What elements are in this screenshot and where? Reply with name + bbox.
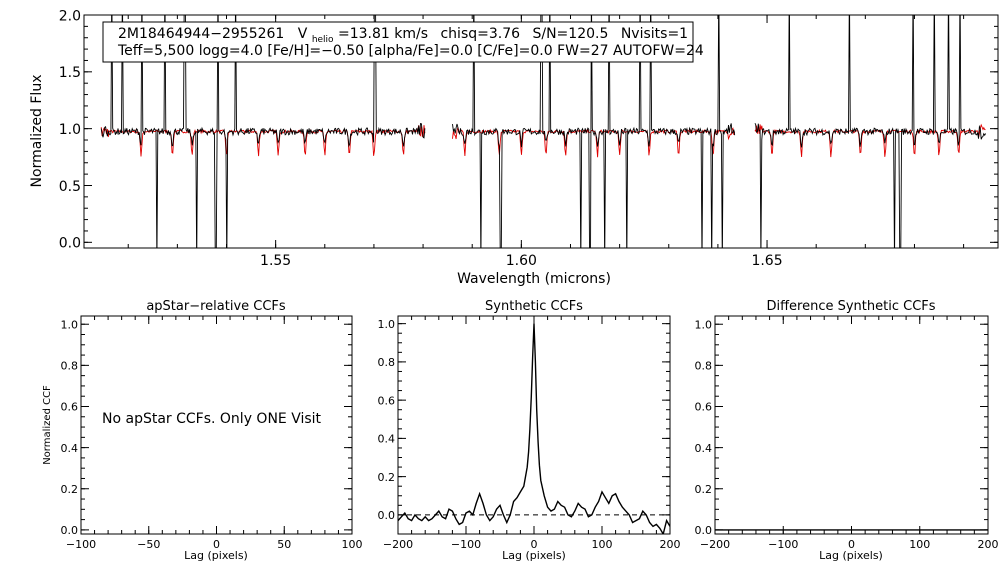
synthetic-ccf-title: Synthetic CCFs <box>485 299 583 314</box>
difference-ccf-xtick-label: 200 <box>978 538 999 551</box>
spectrum-xlabel: Wavelength (microns) <box>457 271 611 287</box>
apstar-ccf-ytick-label: 0.8 <box>61 360 79 373</box>
spectrum-ytick-label: 0.0 <box>59 236 81 252</box>
apstar-ccf-ytick-label: 0.4 <box>61 442 79 455</box>
annotation-line-2: Teff=5,500 logg=4.0 [Fe/H]=−0.50 [alpha/… <box>117 43 704 59</box>
spectrum-panel: 1.55 1.60 1.65 0.0 0.5 1.0 1.5 2.0 Wavelength (… <box>29 8 999 287</box>
apstar-ccf-xtick-label: −50 <box>137 538 160 551</box>
difference-ccf-title: Difference Synthetic CCFs <box>766 299 935 314</box>
annotation-box <box>102 21 694 63</box>
annotation-nvisits: Nvisits=1 <box>621 26 688 42</box>
difference-ccf-ytick-label: 0.6 <box>695 401 713 414</box>
difference-ccf-ytick-label: 0.0 <box>695 524 713 537</box>
synthetic-ccf-ytick-label: 0.6 <box>378 394 396 407</box>
spectrum-ticks: 1.55 1.60 1.65 0.0 0.5 1.0 1.5 2.0 <box>59 8 998 269</box>
synthetic-ccf-ytick-label: 1.0 <box>378 318 396 331</box>
synthetic-ccf-ytick-label: 0.2 <box>378 471 396 484</box>
spectrum-ytick-label: 1.0 <box>59 122 81 138</box>
synthetic-ccf-ytick-label: 0.4 <box>378 433 396 446</box>
apstar-ccf-ytick-label: 1.0 <box>61 318 79 331</box>
annotation-snr: S/N=120.5 <box>532 26 608 42</box>
difference-ccf-frame <box>714 315 989 535</box>
synthetic-ccf-ticks: −200 −100 0 100 200 0.0 0.2 0.4 0.6 0.8 1.0 <box>378 316 681 551</box>
apstar-ccf-ytick-label: 0.2 <box>61 483 79 496</box>
apstar-ccf-ticks: −100 −50 0 50 100 0.0 0.2 0.4 0.6 0.8 1.0 <box>61 316 363 551</box>
spectrum-data <box>100 15 986 248</box>
difference-ccf-xtick-label: −200 <box>700 538 730 551</box>
difference-ccf-ytick-label: 1.0 <box>695 318 713 331</box>
apstar-ccf-xlabel: Lag (pixels) <box>184 549 248 562</box>
synthetic-ccf-line <box>398 323 670 534</box>
difference-ccf-ytick-label: 0.8 <box>695 360 713 373</box>
spectrum-xtick-label: 1.60 <box>506 253 537 269</box>
annotation-vhelio-sub: helio <box>312 35 334 45</box>
apstar-ccf-ytick-label: 0.0 <box>61 524 79 537</box>
difference-ccf-xtick-label: 100 <box>909 538 930 551</box>
apstar-ccf-xtick-label: 100 <box>342 538 363 551</box>
difference-ccf-ticks: −200 −100 0 100 200 0.0 0.2 0.4 0.6 0.8 1.0 <box>695 316 999 551</box>
difference-ccf-ytick-label: 0.4 <box>695 442 713 455</box>
apstar-ccf-title: apStar−relative CCFs <box>146 299 286 314</box>
difference-ccf-xlabel: Lag (pixels) <box>819 549 883 562</box>
annotation-vhelio-label: V <box>298 26 308 42</box>
synthetic-ccf-panel: Synthetic CCFs −200 −100 0 100 200 0.0 0.2 0.4 0… <box>378 299 681 562</box>
synthetic-ccf-xtick-label: −100 <box>451 538 481 551</box>
difference-ccf-panel: Difference Synthetic CCFs −200 −100 0 100 20… <box>695 299 999 562</box>
apstar-ccf-note: No apStar CCFs. Only ONE Visit <box>102 411 322 427</box>
synthetic-ccf-frame <box>397 315 671 535</box>
spectrum-ylabel: Normalized Flux <box>29 75 45 188</box>
synthetic-ccf-xtick-label: −200 <box>383 538 413 551</box>
annotation-line-1: 2M18464944−2955261 V helio =13.81 km/s c… <box>118 26 688 46</box>
spectrum-ytick-label: 0.5 <box>59 179 81 195</box>
difference-ccf-xtick-label: −100 <box>768 538 798 551</box>
spectrum-xtick-label: 1.65 <box>751 253 782 269</box>
observed-spectrum-line <box>452 15 736 248</box>
synthetic-ccf-xtick-label: 200 <box>660 538 681 551</box>
synthetic-ccf-xlabel: Lag (pixels) <box>502 549 566 562</box>
synthetic-ccf-data <box>398 323 670 534</box>
spectrum-ytick-label: 2.0 <box>59 8 81 24</box>
difference-ccf-xtick-label: 0 <box>848 538 855 551</box>
annotation-object-id: 2M18464944−2955261 <box>118 26 284 42</box>
observed-spectrum-line <box>100 15 426 248</box>
synthetic-ccf-ytick-label: 0.0 <box>378 509 396 522</box>
synthetic-ccf-xtick-label: 0 <box>531 538 538 551</box>
difference-ccf-ytick-label: 0.2 <box>695 483 713 496</box>
spectrum-xtick-label: 1.55 <box>260 253 291 269</box>
spectrum-annotation: 2M18464944−2955261 V helio =13.81 km/s c… <box>102 21 704 63</box>
apstar-ccf-ytick-label: 0.6 <box>61 401 79 414</box>
synthetic-ccf-xtick-label: 100 <box>592 538 613 551</box>
spectrum-ytick-label: 1.5 <box>59 65 81 81</box>
apstar-ccf-ylabel: Normalized CCF <box>42 385 53 465</box>
annotation-chisq: chisq=3.76 <box>440 26 520 42</box>
observed-spectrum-line <box>754 15 986 248</box>
apstar-ccf-xtick-label: 50 <box>277 538 291 551</box>
spectrum-frame <box>83 14 999 249</box>
annotation-vhelio-value: =13.81 km/s <box>338 26 428 42</box>
apstar-ccf-panel: apStar−relative CCFs −100 −50 0 50 100 0.0 0.2… <box>42 299 363 562</box>
synthetic-ccf-ytick-label: 0.8 <box>378 356 396 369</box>
apstar-ccf-xtick-label: 0 <box>213 538 220 551</box>
apstar-ccf-xtick-label: −100 <box>66 538 96 551</box>
